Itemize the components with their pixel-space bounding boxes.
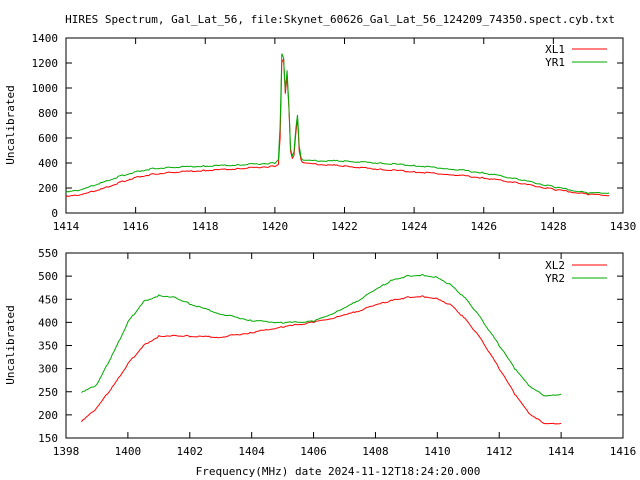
y-tick-label: 350 — [38, 340, 58, 353]
x-tick-label: 1416 — [122, 220, 149, 233]
series-line-xl1 — [65, 58, 610, 198]
y-tick-label: 0 — [51, 207, 58, 220]
chart-panel-2: 1398 1400 1402 1404 1406 1408 1410 1412 1414 1416… — [4, 247, 636, 458]
y-axis-label: Uncalibrated — [4, 305, 17, 384]
legend-label-xl1: XL1 — [545, 43, 565, 56]
x-tick-label: 1398 — [53, 445, 80, 458]
y-tick-label: 800 — [38, 107, 58, 120]
series-line-yr2 — [81, 273, 562, 397]
x-tick-label: 1418 — [192, 220, 219, 233]
x-tick-label: 1430 — [610, 220, 637, 233]
y-tick-label: 1000 — [32, 82, 59, 95]
x-tick-label: 1414 — [548, 445, 575, 458]
y-tick-label: 400 — [38, 157, 58, 170]
y-tick-label: 300 — [38, 363, 58, 376]
y-tick-label: 500 — [38, 270, 58, 283]
y-axis-label: Uncalibrated — [4, 85, 17, 164]
y-tick-label: 400 — [38, 316, 58, 329]
y-tick-label: 600 — [38, 132, 58, 145]
x-tick-label: 1422 — [331, 220, 358, 233]
chart-title: HIRES Spectrum, Gal_Lat_56, file:Skynet_… — [65, 13, 615, 26]
x-tick-label: 1424 — [401, 220, 428, 233]
plot-frame — [65, 252, 624, 439]
y-tick-label: 150 — [38, 432, 58, 445]
legend-label-yr2: YR2 — [545, 272, 565, 285]
legend-label-xl2: XL2 — [545, 259, 565, 272]
x-tick-label: 1410 — [424, 445, 451, 458]
x-tick-label: 1416 — [610, 445, 637, 458]
series-line-xl2 — [81, 295, 562, 425]
y-tick-label: 1400 — [32, 32, 59, 45]
y-tick-label: 450 — [38, 293, 58, 306]
y-tick-label: 1200 — [32, 57, 59, 70]
y-tick-label: 200 — [38, 409, 58, 422]
x-tick-label: 1412 — [486, 445, 513, 458]
x-tick-label: 1404 — [238, 445, 265, 458]
x-tick-label: 1414 — [53, 220, 80, 233]
x-tick-label: 1428 — [540, 220, 567, 233]
x-tick-label: 1420 — [262, 220, 289, 233]
x-tick-label: 1400 — [115, 445, 142, 458]
series-line-yr1 — [65, 53, 610, 195]
legend-label-yr1: YR1 — [545, 56, 565, 69]
x-tick-label: 1408 — [362, 445, 389, 458]
y-tick-label: 250 — [38, 386, 58, 399]
plot-area: 1414 1416 1418 1420 1422 1424 1426 1428 1430 0 200… — [4, 32, 636, 458]
x-tick-label: 1402 — [177, 445, 204, 458]
x-tick-label: 1406 — [300, 445, 327, 458]
y-tick-label: 200 — [38, 182, 58, 195]
chart-panel-1: 1414 1416 1418 1420 1422 1424 1426 1428 1430 0 200… — [4, 32, 636, 233]
x-axis-label: Frequency(MHz) date 2024-11-12T18:24:20.… — [196, 465, 481, 478]
x-tick-label: 1426 — [471, 220, 498, 233]
y-tick-label: 550 — [38, 247, 58, 260]
